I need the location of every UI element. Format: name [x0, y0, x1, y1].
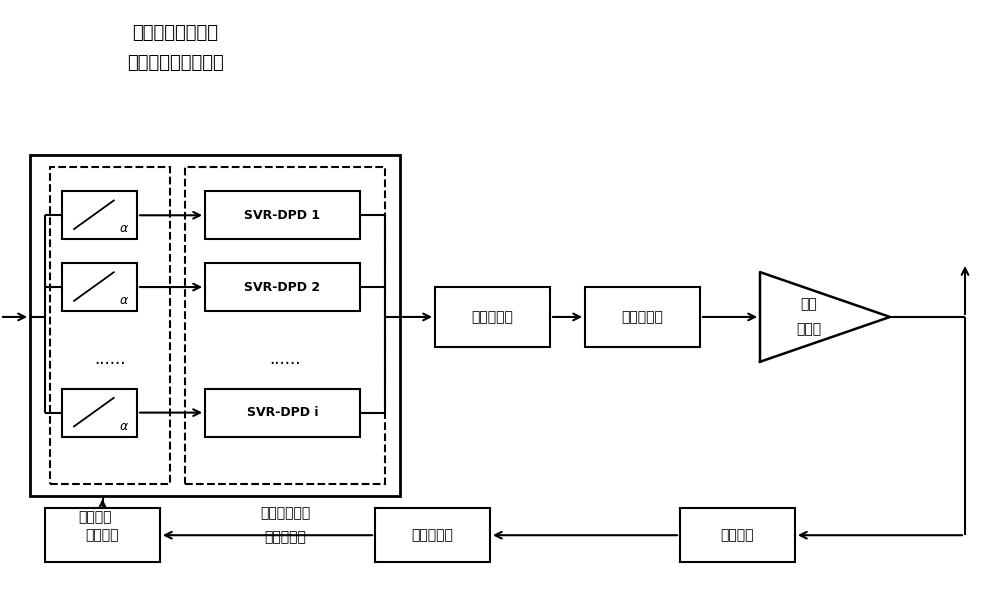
Bar — [680, 508, 795, 562]
Text: 反馈回路: 反馈回路 — [721, 528, 754, 542]
Bar — [62, 191, 137, 239]
Bar — [185, 167, 385, 484]
Bar — [30, 155, 400, 496]
Bar — [205, 389, 360, 437]
Text: 放大器: 放大器 — [796, 322, 821, 337]
Bar — [205, 191, 360, 239]
Text: α: α — [119, 294, 128, 307]
Text: 数字预失真器: 数字预失真器 — [260, 506, 310, 520]
Bar — [585, 287, 700, 347]
Bar — [435, 287, 550, 347]
Text: 数模转换器: 数模转换器 — [472, 310, 513, 324]
Bar — [205, 263, 360, 311]
Text: SVR-DPD i: SVR-DPD i — [247, 406, 318, 419]
Text: SVR-DPD 1: SVR-DPD 1 — [244, 209, 321, 222]
Text: ......: ...... — [94, 350, 126, 368]
Text: 多分段模型: 多分段模型 — [264, 530, 306, 544]
Text: 功率: 功率 — [800, 297, 817, 312]
Text: α: α — [119, 420, 128, 432]
Text: 幅度控制: 幅度控制 — [78, 510, 112, 524]
Text: 参数提取: 参数提取 — [86, 528, 119, 542]
Text: 发射机链路: 发射机链路 — [622, 310, 663, 324]
Text: α: α — [119, 222, 128, 235]
Bar — [50, 167, 170, 484]
Text: 多分段数字预失真器: 多分段数字预失真器 — [127, 54, 223, 72]
Bar — [62, 389, 137, 437]
Text: 模数转换器: 模数转换器 — [412, 528, 453, 542]
Bar — [62, 263, 137, 311]
Bar — [45, 508, 160, 562]
Text: 基于支持向量机的: 基于支持向量机的 — [132, 24, 218, 42]
Bar — [375, 508, 490, 562]
Polygon shape — [760, 272, 890, 362]
Text: SVR-DPD 2: SVR-DPD 2 — [244, 280, 321, 294]
Text: ......: ...... — [269, 350, 301, 368]
